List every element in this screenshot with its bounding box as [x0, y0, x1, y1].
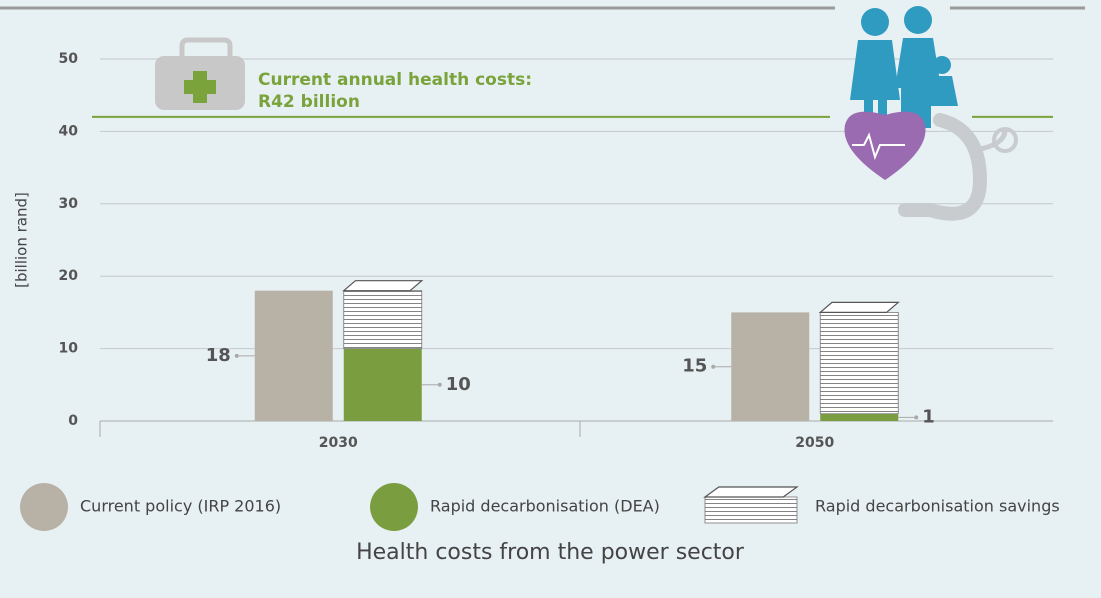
legend-label: Current policy (IRP 2016): [80, 497, 281, 516]
reference-label: R42 billion: [258, 92, 360, 112]
bill-top: [818, 301, 900, 313]
kit-icon: [155, 37, 245, 110]
label-dot: [914, 415, 919, 420]
value-label: 1: [922, 406, 935, 427]
legend-marker: [370, 483, 418, 531]
value-label: 15: [682, 356, 707, 377]
value-label: 10: [446, 374, 471, 395]
legend-marker: [704, 496, 798, 524]
family-illustration: [844, 6, 1018, 221]
y-tick-label: 30: [59, 196, 79, 212]
label-dot: [234, 353, 239, 358]
bar-segment: [819, 311, 899, 415]
label-dot: [711, 364, 716, 369]
y-tick-label: 40: [59, 123, 79, 139]
y-tick-label: 20: [59, 268, 79, 284]
bill-top: [703, 486, 799, 498]
value-label: 18: [206, 345, 231, 366]
y-axis-label: [billion rand]: [13, 192, 31, 288]
bar: [731, 312, 810, 421]
bill-top: [342, 280, 424, 292]
legend-marker: [20, 483, 68, 531]
reference-label: Current annual health costs:: [258, 70, 532, 90]
y-tick-label: 50: [59, 51, 79, 67]
x-tick-label: 2030: [319, 435, 358, 451]
bar: [820, 413, 899, 421]
legend-label: Rapid decarbonisation savings: [815, 497, 1060, 516]
chart-title: Health costs from the power sector: [356, 540, 745, 565]
label-dot: [437, 382, 442, 387]
bar: [254, 290, 333, 421]
y-tick-label: 10: [59, 341, 79, 357]
x-tick-label: 2050: [795, 435, 834, 451]
bar-segment: [343, 290, 423, 349]
legend-label: Rapid decarbonisation (DEA): [430, 497, 660, 516]
y-tick-label: 0: [68, 413, 78, 429]
bar: [343, 348, 422, 421]
